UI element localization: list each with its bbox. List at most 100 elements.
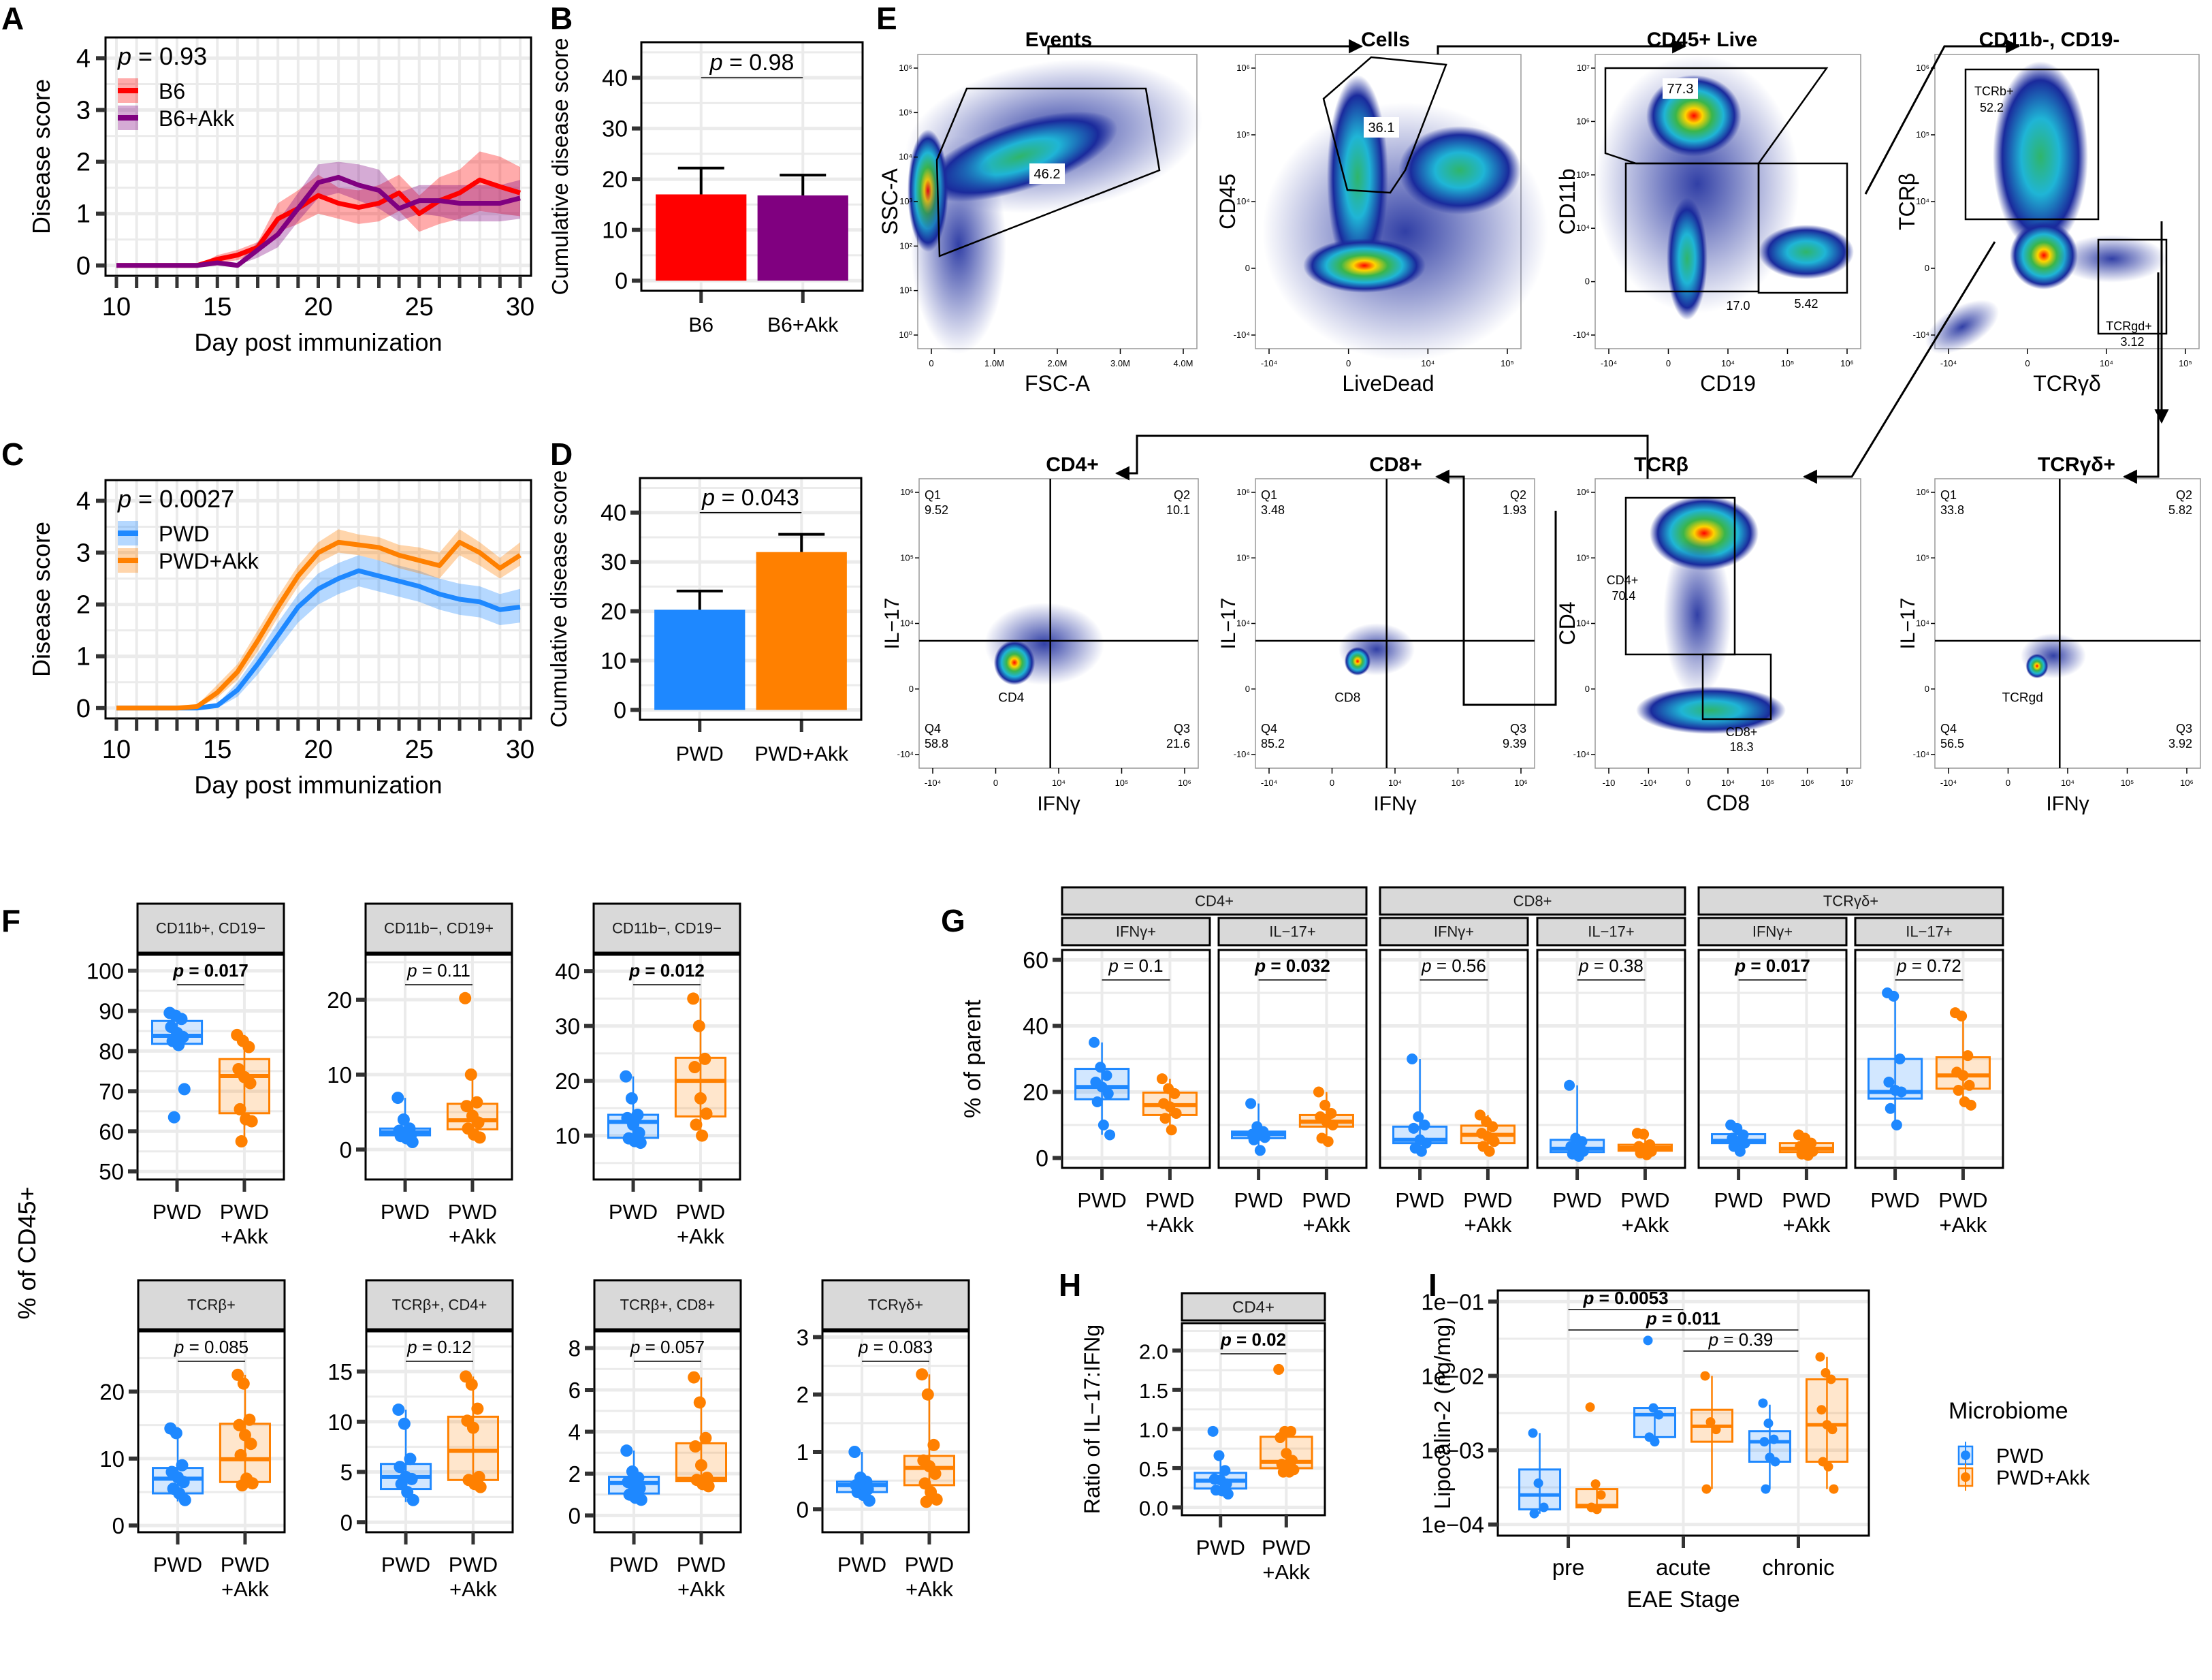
density-cloud bbox=[911, 136, 1006, 354]
legend-label: PWD bbox=[1996, 1445, 2044, 1468]
data-point bbox=[1104, 1129, 1116, 1141]
plot-background bbox=[1182, 1323, 1325, 1515]
flow-x-tick-label: 10⁶ bbox=[1801, 778, 1814, 788]
panel-label-h: H bbox=[1059, 1267, 1082, 1303]
flow-y-tick-label: 10⁶ bbox=[900, 487, 914, 497]
data-point bbox=[392, 1404, 405, 1416]
y-tick-label: 5 bbox=[340, 1460, 353, 1485]
plot-border bbox=[1697, 949, 1848, 1169]
data-point bbox=[237, 1377, 250, 1390]
x-tick-label: B6 bbox=[688, 314, 714, 336]
flow-y-tick-label: 10⁵ bbox=[1576, 170, 1590, 180]
data-point bbox=[1166, 1124, 1177, 1136]
quadrant-name: Q4 bbox=[1940, 722, 1957, 735]
data-point bbox=[690, 1118, 703, 1131]
y-tick-label: 50 bbox=[99, 1159, 124, 1184]
y-tick-label: 3 bbox=[797, 1325, 809, 1350]
flow-x-tick-label: 10⁵ bbox=[1761, 778, 1774, 788]
data-point bbox=[1213, 1450, 1225, 1461]
flow-gate-title: CD4+ bbox=[1046, 454, 1099, 476]
flow-y-axis-label: TCRβ bbox=[1895, 173, 1919, 230]
legend-label: B6+Akk bbox=[159, 106, 235, 131]
flow-y-axis-label: SSC-A bbox=[878, 168, 902, 234]
flow-y-tick-label: -10⁴ bbox=[1234, 749, 1250, 759]
facet-strip-label: IL−17+ bbox=[1269, 923, 1316, 940]
x-tick-label: PWD bbox=[837, 1553, 886, 1576]
y-tick-label: 1e−01 bbox=[1421, 1289, 1484, 1314]
flow-y-tick-label: 10⁰ bbox=[899, 330, 912, 340]
flow-x-tick-label: -10⁴ bbox=[925, 778, 941, 788]
data-point bbox=[688, 1371, 701, 1384]
data-point bbox=[1573, 1151, 1584, 1162]
data-point bbox=[694, 1459, 707, 1472]
flow-x-tick-label: 10⁶ bbox=[1514, 778, 1528, 788]
bar-pwd-plus-akk bbox=[756, 552, 847, 710]
data-point bbox=[687, 992, 700, 1005]
data-point bbox=[1407, 1053, 1418, 1064]
data-point bbox=[620, 1070, 632, 1083]
y-axis-label: Ratio of IL−17:IFNg bbox=[1080, 1325, 1104, 1514]
gate-label: 46.2 bbox=[1034, 167, 1061, 182]
flow-y-tick-label: 10⁶ bbox=[899, 63, 912, 73]
data-point bbox=[1219, 1465, 1231, 1476]
y-tick-label: 4 bbox=[568, 1420, 581, 1445]
x-tick-label: 25 bbox=[405, 735, 434, 764]
data-point bbox=[404, 1453, 417, 1465]
facet-strip-label: IFNγ+ bbox=[1116, 923, 1156, 940]
flow-y-tick-label: 0 bbox=[1925, 263, 1929, 273]
flow-y-axis-label: IL−17 bbox=[1217, 598, 1240, 650]
data-point bbox=[1156, 1073, 1168, 1085]
data-point bbox=[1248, 1134, 1260, 1145]
data-point bbox=[406, 1493, 419, 1506]
data-point bbox=[692, 1019, 705, 1032]
y-tick-label: 2.0 bbox=[1139, 1340, 1168, 1363]
data-point bbox=[1322, 1136, 1334, 1147]
data-point bbox=[1415, 1145, 1427, 1157]
data-point bbox=[1564, 1079, 1575, 1091]
data-point bbox=[1590, 1479, 1601, 1489]
data-point bbox=[1829, 1484, 1839, 1494]
quadrant-value-q2: 10.1 bbox=[1166, 503, 1190, 517]
data-point bbox=[176, 1459, 189, 1472]
data-point bbox=[1533, 1478, 1543, 1488]
facet-strip-label: CD11b−, CD19− bbox=[612, 920, 722, 937]
legend-label: PWD bbox=[159, 522, 210, 546]
y-tick-label: 20 bbox=[555, 1068, 580, 1094]
plot-border bbox=[592, 953, 741, 1181]
x-tick-label: 10 bbox=[102, 735, 131, 764]
panel-label-g: G bbox=[941, 903, 965, 938]
data-point bbox=[633, 1482, 646, 1495]
x-tick-label: 15 bbox=[203, 735, 231, 764]
data-point bbox=[918, 1477, 931, 1490]
data-point bbox=[1319, 1099, 1331, 1111]
y-tick-label: 40 bbox=[602, 65, 628, 91]
x-tick-label: +Akk bbox=[905, 1577, 953, 1601]
p-value-annotation: p = 0.017 bbox=[172, 960, 249, 981]
facet-strip bbox=[1379, 886, 1686, 916]
y-tick-label: 3 bbox=[76, 97, 91, 125]
flow-y-tick-label: 10⁶ bbox=[1236, 487, 1250, 497]
flow-x-tick-label: -10⁴ bbox=[1640, 778, 1656, 788]
data-point bbox=[1734, 1145, 1746, 1157]
flow-x-tick-label: 10⁵ bbox=[1501, 358, 1514, 368]
x-tick-label: PWD bbox=[1395, 1188, 1444, 1212]
x-tick-label: PWD bbox=[1870, 1188, 1919, 1212]
data-point bbox=[246, 1477, 259, 1490]
legend-key-line bbox=[118, 558, 138, 563]
data-point bbox=[245, 1115, 258, 1128]
y-tick-label: 20 bbox=[327, 987, 352, 1013]
data-point bbox=[238, 1429, 251, 1442]
flow-y-tick-label: 10¹ bbox=[899, 285, 912, 296]
y-axis-label: Lipocalin-2 (ng/mg) bbox=[1430, 1317, 1455, 1509]
data-point bbox=[234, 1103, 246, 1115]
y-tick-label: 20 bbox=[1023, 1079, 1048, 1105]
ribbon-b6-plus-akk bbox=[116, 161, 520, 266]
gate-polygon bbox=[935, 87, 1161, 257]
quadrant-name: Q4 bbox=[1261, 722, 1277, 735]
quadrant-name: Q1 bbox=[1261, 488, 1277, 502]
data-point bbox=[1313, 1086, 1324, 1098]
y-tick-label: 0 bbox=[613, 698, 626, 724]
gate-value: 3.12 bbox=[2120, 335, 2144, 349]
p-value-annotation: p = 0.017 bbox=[1734, 955, 1810, 976]
x-tick-label: PWD bbox=[221, 1553, 270, 1576]
